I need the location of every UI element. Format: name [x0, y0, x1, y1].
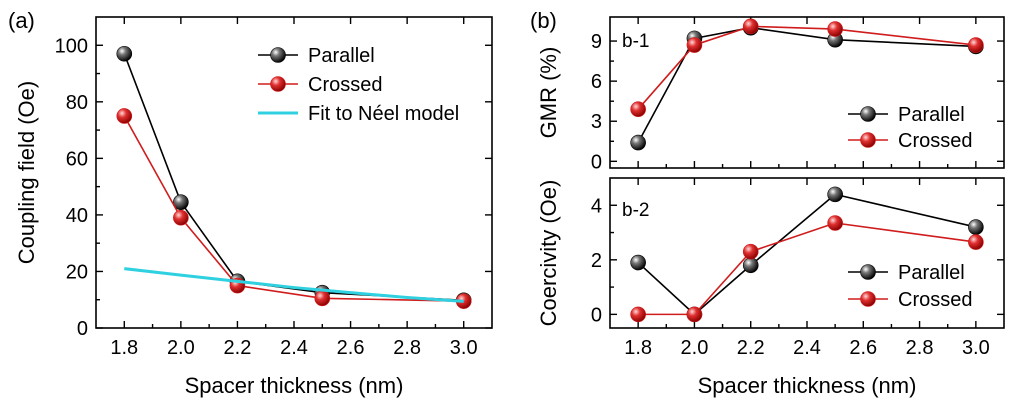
subpanel-label: b-2 [622, 200, 649, 221]
y-tick-label: 0 [591, 151, 602, 173]
series-line-fit-to-n-el-model [124, 267, 464, 303]
y-tick-label: 3 [591, 111, 602, 133]
x-tick-label: 2.8 [906, 337, 934, 359]
y-tick-label: 20 [66, 261, 88, 283]
y-axis-label: Coercivity (Oe) [536, 180, 561, 327]
y-tick-label: 0 [77, 318, 88, 340]
legend-marker-parallel [860, 264, 876, 280]
data-point-parallel [968, 219, 984, 235]
data-point-parallel [630, 254, 646, 271]
y-tick-label: 40 [66, 205, 88, 227]
x-tick-label: 2.0 [167, 337, 195, 359]
y-tick-label: 6 [591, 71, 602, 93]
data-point-parallel [173, 194, 189, 210]
y-axis-label: Coupling field (Oe) [14, 81, 39, 264]
chart-a: 1.8 2.0 2.2 2.4 2.6 2.8 3.0 0 20 40 60 80 100 Couplin… [8, 8, 493, 398]
y-tick-label: 4 [591, 195, 602, 217]
data-point-parallel [630, 134, 646, 151]
x-tick-label: 2.6 [337, 337, 365, 359]
data-point-crossed [968, 234, 984, 250]
x-tick-label: 2.4 [280, 337, 308, 359]
data-point-crossed [742, 18, 759, 35]
y-tick-label: 0 [591, 304, 602, 326]
chart-b-1: 0 3 6 9 GMR (%) (b) b-1 Parallel Crossed [530, 8, 1005, 173]
data-point-crossed [314, 290, 331, 307]
y-axis-label: GMR (%) [536, 47, 561, 139]
x-tick-label: 2.2 [737, 337, 765, 359]
panel-label: (a) [8, 8, 35, 33]
legend-label-crossed: Crossed [308, 74, 382, 96]
legend-label-crossed: Crossed [898, 130, 972, 152]
x-tick-label: 2.2 [224, 337, 252, 359]
y-tick-label: 100 [55, 35, 88, 57]
chart-b-2: 1.8 2.0 2.2 2.4 2.6 2.8 3.0 0 2 4 Coercivity (Oe) S… [536, 177, 1005, 398]
data-point-crossed [827, 215, 843, 231]
series-line-parallel [123, 53, 464, 302]
x-tick-label: 2.6 [849, 337, 877, 359]
data-point-crossed [686, 37, 703, 53]
data-point-crossed [173, 209, 189, 226]
legend-label-parallel: Parallel [898, 104, 965, 126]
legend-marker-parallel [270, 47, 286, 63]
y-tick-label: 9 [591, 31, 602, 53]
data-point-parallel [827, 186, 843, 203]
legend-marker-crossed [860, 291, 876, 307]
legend-marker-crossed [860, 132, 876, 148]
legend-label-crossed: Crossed [898, 289, 972, 311]
data-point-crossed [630, 306, 646, 323]
data-point-parallel [742, 257, 759, 274]
y-tick-label: 60 [66, 148, 88, 170]
data-point-crossed [742, 243, 759, 260]
x-tick-label: 2.4 [793, 337, 821, 359]
y-tick-label: 2 [591, 250, 602, 272]
y-tick-label: 80 [66, 92, 88, 114]
x-tick-label: 1.8 [624, 337, 652, 359]
x-tick-label: 3.0 [450, 337, 478, 359]
legend-label-parallel: Parallel [898, 262, 965, 284]
x-tick-label: 2.8 [393, 337, 421, 359]
legend-label-fit-to-n-el-model: Fit to Néel model [308, 103, 459, 125]
x-axis-label: Spacer thickness (nm) [185, 373, 404, 398]
data-point-crossed [686, 306, 703, 323]
x-tick-label: 3.0 [962, 337, 990, 359]
plot-layer: 1.8 2.0 2.2 2.4 2.6 2.8 3.0020406080100Couplin… [8, 8, 1005, 398]
data-point-crossed [630, 101, 646, 118]
legend-marker-parallel [860, 106, 876, 122]
panel-label: (b) [530, 8, 557, 33]
x-tick-label: 2.0 [681, 337, 709, 359]
legend-marker-crossed [270, 76, 286, 92]
data-point-crossed [827, 21, 843, 37]
subpanel-label: b-1 [622, 31, 649, 52]
legend-label-parallel: Parallel [308, 45, 375, 67]
x-axis-label: Spacer thickness (nm) [698, 373, 917, 398]
data-point-crossed [116, 108, 133, 124]
x-tick-label: 1.8 [110, 337, 138, 359]
data-point-parallel [116, 45, 133, 62]
data-point-crossed [968, 37, 984, 53]
